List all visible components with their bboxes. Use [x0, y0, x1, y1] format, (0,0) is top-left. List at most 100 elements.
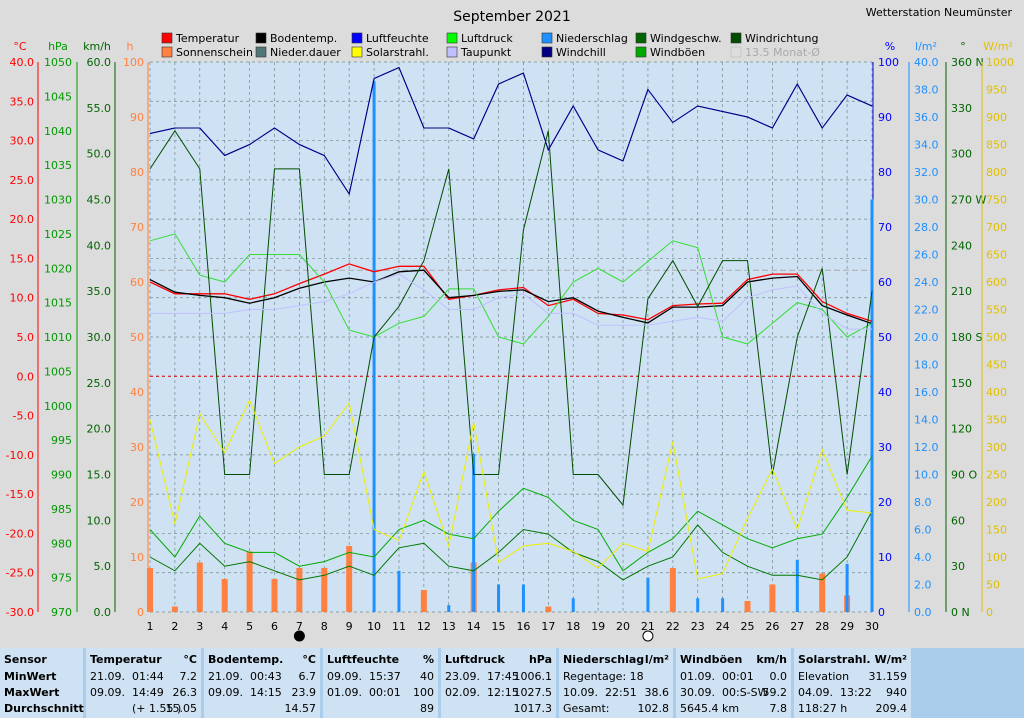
stats-row: Bodentemp. °C	[208, 652, 316, 668]
series-line-luftdruck	[149, 233, 873, 345]
rain-bar	[497, 584, 501, 612]
legend-label: Solarstrahl.	[366, 46, 429, 59]
solar-axis-tick: 400	[986, 386, 1007, 399]
x-axis-tick: 25	[741, 620, 755, 633]
stats-row: 01.09. 00:01 100	[327, 685, 434, 701]
hours-axis-tick: 70	[130, 221, 144, 234]
humidity-axis-tick: 40	[878, 386, 892, 399]
legend-swatch	[541, 32, 553, 44]
stats-cell: 23.9	[291, 686, 317, 699]
pressure-axis-tick: 1000	[44, 400, 72, 413]
rain-axis-tick: 14.0	[914, 414, 939, 427]
direction-axis-tick: 60	[951, 514, 965, 527]
temperature-axis-tick: -15.0	[6, 488, 34, 501]
rain-bar	[845, 563, 849, 612]
wind-axis-tick: 45.0	[87, 194, 112, 207]
rain-bar	[521, 584, 525, 612]
stats-row: 14.57	[208, 701, 317, 717]
direction-axis-tick: 210	[951, 285, 972, 298]
rain-axis-tick: 40.0	[914, 56, 939, 69]
stats-cell: 209.4	[875, 702, 908, 715]
solar-axis-tick: 200	[986, 496, 1007, 509]
stats-cell: 00:01	[369, 686, 401, 699]
rain-axis-tick: 30.0	[914, 194, 939, 207]
x-axis-tick: 28	[815, 620, 829, 633]
stats-row: Elevation 31.159	[798, 669, 907, 685]
stats-cell: 14:15	[250, 686, 282, 699]
rain-axis-tick: 2.0	[914, 579, 932, 592]
stats-row: 118:27 h 209.4	[798, 701, 907, 717]
stats-cell: 09.09.	[327, 670, 362, 683]
hours-axis-tick: 50	[130, 331, 144, 344]
sunshine-bar	[321, 568, 328, 612]
stats-cell: 1017.3	[513, 702, 553, 715]
rain-bar	[372, 81, 376, 612]
humidity-axis-tick: 0	[878, 606, 885, 619]
pressure-axis-tick: 980	[51, 537, 72, 550]
x-axis-tick: 8	[321, 620, 328, 633]
direction-axis-unit: °	[960, 40, 966, 53]
legend-label: Windgeschw.	[650, 32, 722, 45]
solar-axis-tick: 1000	[986, 56, 1014, 69]
x-axis-tick: 12	[417, 620, 431, 633]
wind-axis-tick: 40.0	[87, 239, 112, 252]
hours-axis-tick: 90	[130, 111, 144, 124]
temperature-axis-tick: -5.0	[13, 410, 34, 423]
legend-swatch	[351, 46, 363, 58]
stats-row: 04.09. 13:22 940	[798, 685, 907, 701]
sunshine-bar	[271, 579, 278, 612]
chart-title: September 2021	[453, 9, 570, 25]
sunshine-bar	[147, 568, 153, 612]
stats-cell: Bodentemp.	[208, 653, 284, 666]
wind-axis-tick: 10.0	[87, 514, 112, 527]
wind-axis-tick: 20.0	[87, 423, 112, 436]
temperature-axis-tick: -25.0	[6, 567, 34, 580]
humidity-axis-tick: 20	[878, 496, 892, 509]
solar-axis-tick: 100	[986, 551, 1007, 564]
stats-cell: (+ 1.55 )	[132, 702, 182, 715]
stats-cell: 940	[886, 686, 907, 699]
stats-cell: °C	[183, 653, 197, 666]
stats-column-luftfeuchte: Luftfeuchte% 09.09. 15:37 40 01.09. 00:01 100 8…	[323, 648, 441, 718]
new-moon-icon	[293, 630, 305, 642]
stats-cell: Solarstrahl.	[798, 653, 871, 666]
humidity-axis-unit: %	[885, 40, 895, 53]
pressure-axis-unit: hPa	[48, 40, 68, 53]
stats-cell: 01.09.	[327, 686, 362, 699]
stats-cell: 02.09.	[445, 686, 480, 699]
x-axis-tick: 20	[616, 620, 630, 633]
stats-cell: 00:43	[250, 670, 282, 683]
direction-axis-tick: 180 S	[951, 331, 982, 344]
legend-swatch	[635, 32, 647, 44]
legend-label: Windböen	[650, 46, 705, 59]
temperature-axis-tick: 10.0	[10, 292, 35, 305]
legend-swatch	[635, 46, 647, 58]
stats-cell: Luftfeuchte	[327, 653, 400, 666]
stats-cell: 04.09.	[798, 686, 833, 699]
rain-axis-tick: 28.0	[914, 221, 939, 234]
stats-cell: 15:37	[369, 670, 401, 683]
x-axis-tick: 30	[865, 620, 879, 633]
stats-cell: Niederschlag	[563, 653, 645, 666]
wind-axis-tick: 15.0	[87, 469, 112, 482]
series-line-temperatur	[149, 263, 873, 322]
x-axis-tick: 9	[346, 620, 353, 633]
stats-cell: Gesamt:	[563, 702, 610, 715]
x-axis-tick: 27	[790, 620, 804, 633]
stats-cell: °C	[302, 653, 316, 666]
sunshine-bar	[744, 601, 751, 612]
direction-axis-tick: 360 N	[951, 56, 984, 69]
stats-column-solarstrahl: Solarstrahl. W/m² Elevation 31.159 04.09. 13:…	[794, 648, 914, 718]
temperature-axis-tick: 0.0	[17, 370, 35, 383]
rain-bar	[870, 199, 874, 612]
rain-bar	[397, 570, 401, 612]
stats-cell: 31.159	[868, 670, 908, 683]
pressure-axis-tick: 1045	[44, 90, 72, 103]
solar-axis-tick: 350	[986, 414, 1007, 427]
wind-axis-tick: 55.0	[87, 102, 112, 115]
stats-row: 5645.4 km 7.8	[680, 701, 787, 717]
hours-axis-unit: h	[127, 40, 134, 53]
stats-cell: 118:27 h	[798, 702, 848, 715]
solar-axis-tick: 700	[986, 221, 1007, 234]
stats-row: Temperatur °C	[90, 652, 197, 668]
